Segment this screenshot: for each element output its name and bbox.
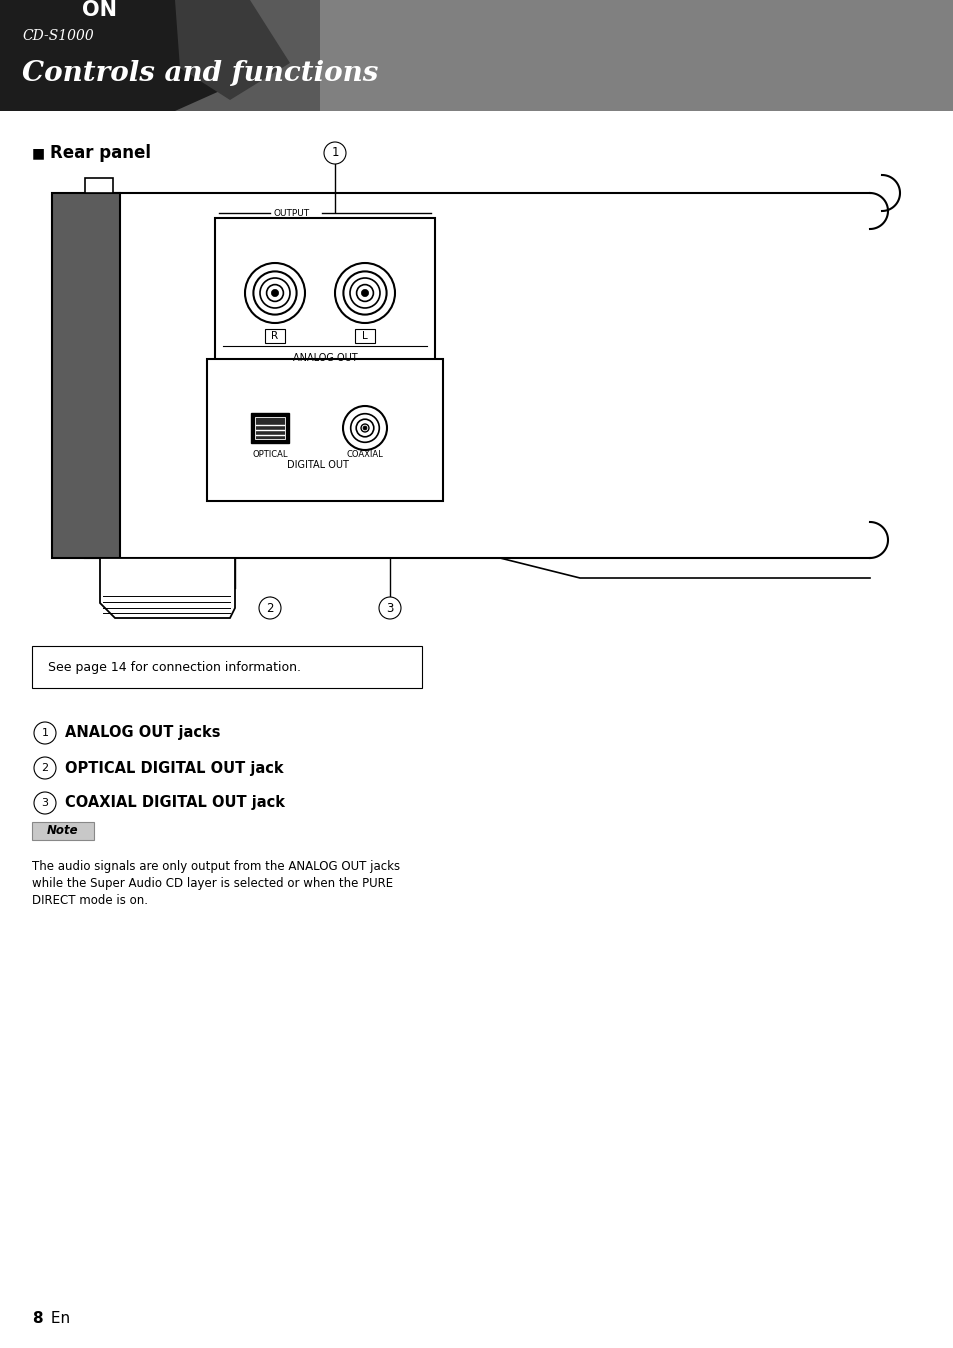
Text: OPTICAL: OPTICAL: [252, 450, 288, 460]
Circle shape: [34, 758, 56, 779]
Bar: [214, 218, 435, 493]
Text: 2: 2: [266, 601, 274, 615]
Bar: [207, 359, 442, 501]
Text: while the Super Audio CD layer is selected or when the PURE: while the Super Audio CD layer is select…: [32, 878, 393, 890]
Text: En: En: [46, 1312, 71, 1326]
Text: OPTICAL DIGITAL OUT jack: OPTICAL DIGITAL OUT jack: [65, 760, 283, 775]
Text: DIGITAL OUT: DIGITAL OUT: [286, 460, 348, 470]
Circle shape: [343, 406, 387, 450]
Bar: [254, 417, 285, 439]
Text: DIRECT mode is on.: DIRECT mode is on.: [32, 894, 148, 907]
Polygon shape: [0, 0, 319, 111]
Text: The audio signals are only output from the ANALOG OUT jacks: The audio signals are only output from t…: [32, 860, 399, 874]
Circle shape: [324, 142, 346, 164]
Circle shape: [271, 290, 278, 297]
Text: 1: 1: [331, 147, 338, 159]
Circle shape: [363, 426, 367, 430]
Text: Rear panel: Rear panel: [50, 144, 151, 162]
Text: ANALOG OUT jacks: ANALOG OUT jacks: [65, 725, 220, 740]
Polygon shape: [174, 0, 290, 100]
Bar: [0, 0, 953, 111]
Circle shape: [260, 278, 290, 307]
Text: ANALOG OUT: ANALOG OUT: [293, 353, 357, 363]
Text: L: L: [362, 332, 368, 341]
Text: COAXIAL DIGITAL OUT jack: COAXIAL DIGITAL OUT jack: [65, 795, 285, 810]
Polygon shape: [0, 0, 260, 111]
Bar: [32, 822, 94, 840]
Text: ■: ■: [32, 146, 45, 160]
Circle shape: [245, 263, 305, 324]
Text: 1: 1: [42, 728, 49, 737]
Circle shape: [335, 263, 395, 324]
Text: COAXIAL: COAXIAL: [346, 450, 383, 460]
Text: Controls and functions: Controls and functions: [22, 59, 378, 86]
Text: 2: 2: [41, 763, 49, 772]
Bar: [251, 412, 289, 443]
Circle shape: [355, 419, 374, 437]
Text: CD-S1000: CD-S1000: [22, 30, 93, 43]
Bar: [32, 646, 421, 687]
Circle shape: [34, 723, 56, 744]
Text: 3: 3: [386, 601, 394, 615]
Text: 8: 8: [32, 1312, 43, 1326]
Polygon shape: [100, 558, 234, 617]
Polygon shape: [85, 178, 112, 193]
Text: Note: Note: [47, 825, 79, 837]
Text: ON: ON: [82, 0, 117, 20]
Circle shape: [258, 597, 281, 619]
Text: R: R: [272, 332, 278, 341]
Text: OUTPUT: OUTPUT: [274, 209, 310, 217]
Bar: [52, 193, 120, 558]
Circle shape: [34, 793, 56, 814]
Circle shape: [378, 597, 400, 619]
Circle shape: [350, 278, 379, 307]
Text: 3: 3: [42, 798, 49, 807]
Bar: [355, 329, 375, 342]
Text: See page 14 for connection information.: See page 14 for connection information.: [48, 661, 301, 674]
Bar: [265, 329, 285, 342]
Circle shape: [361, 290, 368, 297]
